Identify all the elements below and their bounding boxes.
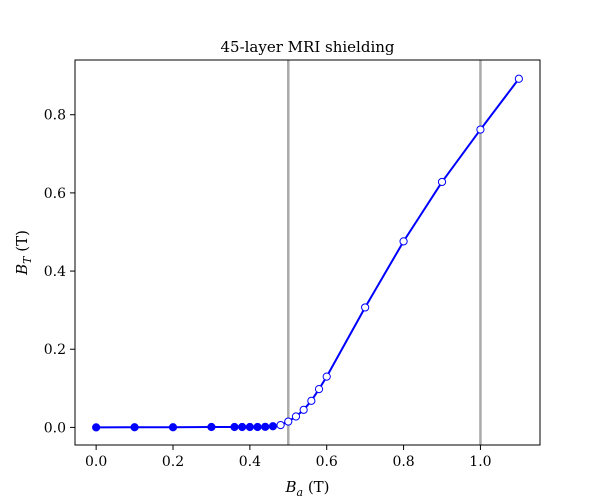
data-point: [399, 237, 408, 246]
x-tick-label: 0.0: [85, 454, 107, 470]
y-tick-label: 0.6: [44, 186, 66, 202]
data-point: [437, 177, 447, 187]
data-point: [299, 405, 308, 414]
x-tick-label: 0.4: [239, 454, 261, 470]
data-point: [130, 423, 139, 432]
series-layer: [92, 74, 523, 432]
data-point: [361, 303, 370, 312]
data-point: [514, 74, 523, 83]
x-axis-label-unit: (T): [303, 478, 329, 496]
x-tick-label: 0.6: [316, 454, 338, 470]
x-axis-label-base: B: [284, 478, 296, 496]
x-tick-label: 1.0: [469, 454, 491, 470]
data-point: [276, 420, 285, 430]
data-point: [307, 396, 316, 405]
data-point: [476, 125, 485, 134]
data-point: [314, 385, 324, 394]
y-axis-label-base: B: [13, 264, 31, 276]
data-point: [284, 417, 293, 426]
y-tick-label: 0.4: [44, 264, 66, 280]
data-point: [230, 422, 239, 432]
x-axis-label-sub: a: [296, 486, 303, 499]
data-point: [322, 372, 331, 381]
data-point: [168, 423, 178, 432]
x-tick-label: 0.2: [162, 454, 184, 470]
data-point: [245, 422, 254, 432]
x-axis-label: Ba (T): [284, 478, 329, 499]
data-point: [268, 422, 278, 431]
y-axis-ticks: 0.0 0.2 0.4 0.6 0.8: [44, 108, 75, 436]
y-axis-label-sub: T: [21, 255, 34, 264]
data-point: [261, 422, 270, 431]
data-point: [238, 422, 247, 432]
y-tick-label: 0.8: [44, 108, 66, 124]
y-axis-label-unit: (T): [13, 230, 31, 256]
x-axis-ticks: 0.0 0.2 0.4 0.6 0.8 1.0: [85, 445, 492, 470]
chart-title: 45-layer MRI shielding: [220, 38, 394, 56]
plot-frame: [74, 59, 541, 446]
data-point: [291, 412, 301, 421]
vertical-reference-lines: [287, 60, 482, 445]
y-tick-label: 0.0: [44, 420, 66, 436]
y-tick-label: 0.2: [44, 342, 66, 358]
data-point: [253, 422, 262, 432]
data-point: [92, 423, 101, 432]
data-point: [207, 422, 216, 432]
x-tick-label: 0.8: [392, 454, 414, 470]
series-line: [96, 78, 520, 429]
y-axis-label: BT (T): [13, 230, 34, 276]
